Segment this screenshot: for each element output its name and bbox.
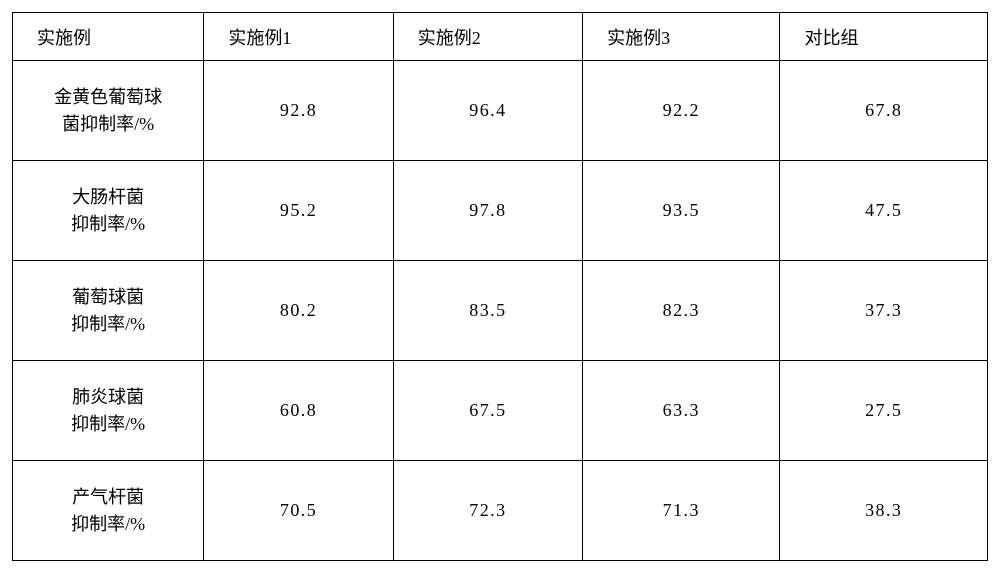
table-row: 产气杆菌抑制率/% 70.5 72.3 71.3 38.3 (13, 461, 988, 561)
table-row: 大肠杆菌抑制率/% 95.2 97.8 93.5 47.5 (13, 161, 988, 261)
cell-value: 67.5 (393, 361, 582, 461)
cell-value: 63.3 (583, 361, 780, 461)
cell-value-text: 67.8 (865, 100, 902, 121)
cell-value-text: 38.3 (865, 500, 902, 521)
cell-value-text: 83.5 (469, 300, 506, 321)
inhibition-rate-table: 实施例 实施例1 实施例2 实施例3 对比组 金黄色葡萄球菌抑制率/% 92.8 9… (12, 12, 988, 561)
row-label: 大肠杆菌抑制率/% (13, 161, 204, 261)
cell-value: 38.3 (780, 461, 988, 561)
cell-value-text: 93.5 (663, 200, 700, 221)
cell-value: 67.8 (780, 61, 988, 161)
cell-value-text: 67.5 (469, 400, 506, 421)
cell-value-text: 71.3 (663, 500, 700, 521)
cell-value: 37.3 (780, 261, 988, 361)
cell-value-text: 63.3 (663, 400, 700, 421)
row-label: 金黄色葡萄球菌抑制率/% (13, 61, 204, 161)
cell-value-text: 92.2 (663, 100, 700, 121)
row-label-line2: 抑制率/% (13, 311, 203, 337)
table-row: 金黄色葡萄球菌抑制率/% 92.8 96.4 92.2 67.8 (13, 61, 988, 161)
col-header-2: 实施例2 (393, 13, 582, 61)
cell-value-text: 97.8 (469, 200, 506, 221)
row-label-line2: 抑制率/% (13, 511, 203, 537)
row-label-line2: 抑制率/% (13, 411, 203, 437)
cell-value: 72.3 (393, 461, 582, 561)
cell-value-text: 37.3 (865, 300, 902, 321)
col-header-3: 实施例3 (583, 13, 780, 61)
col-header-0: 实施例 (13, 13, 204, 61)
cell-value: 82.3 (583, 261, 780, 361)
cell-value-text: 70.5 (280, 500, 317, 521)
row-label-line1: 产气杆菌 (13, 484, 203, 510)
cell-value-text: 80.2 (280, 300, 317, 321)
table-row: 肺炎球菌抑制率/% 60.8 67.5 63.3 27.5 (13, 361, 988, 461)
cell-value-text: 27.5 (865, 400, 902, 421)
cell-value-text: 72.3 (469, 500, 506, 521)
row-label: 肺炎球菌抑制率/% (13, 361, 204, 461)
cell-value-text: 92.8 (280, 100, 317, 121)
row-label-line1: 金黄色葡萄球 (13, 84, 203, 110)
row-label: 葡萄球菌抑制率/% (13, 261, 204, 361)
table-header-row: 实施例 实施例1 实施例2 实施例3 对比组 (13, 13, 988, 61)
row-label: 产气杆菌抑制率/% (13, 461, 204, 561)
table-row: 葡萄球菌抑制率/% 80.2 83.5 82.3 37.3 (13, 261, 988, 361)
row-label-line1: 葡萄球菌 (13, 284, 203, 310)
cell-value-text: 82.3 (663, 300, 700, 321)
cell-value: 80.2 (204, 261, 393, 361)
cell-value: 27.5 (780, 361, 988, 461)
cell-value: 95.2 (204, 161, 393, 261)
cell-value-text: 60.8 (280, 400, 317, 421)
cell-value: 83.5 (393, 261, 582, 361)
table-body: 金黄色葡萄球菌抑制率/%92.896.492.267.8大肠杆菌抑制率/%95.… (13, 61, 988, 561)
cell-value: 92.2 (583, 61, 780, 161)
cell-value: 93.5 (583, 161, 780, 261)
cell-value: 96.4 (393, 61, 582, 161)
cell-value-text: 95.2 (280, 200, 317, 221)
cell-value: 47.5 (780, 161, 988, 261)
cell-value-text: 96.4 (469, 100, 506, 121)
row-label-line1: 肺炎球菌 (13, 384, 203, 410)
row-label-line2: 抑制率/% (13, 211, 203, 237)
row-label-line2: 菌抑制率/% (13, 111, 203, 137)
cell-value: 71.3 (583, 461, 780, 561)
cell-value: 60.8 (204, 361, 393, 461)
col-header-1: 实施例1 (204, 13, 393, 61)
col-header-4: 对比组 (780, 13, 988, 61)
cell-value-text: 47.5 (865, 200, 902, 221)
cell-value: 92.8 (204, 61, 393, 161)
cell-value: 70.5 (204, 461, 393, 561)
row-label-line1: 大肠杆菌 (13, 184, 203, 210)
inhibition-rate-table-container: 实施例 实施例1 实施例2 实施例3 对比组 金黄色葡萄球菌抑制率/% 92.8 9… (12, 12, 988, 561)
cell-value: 97.8 (393, 161, 582, 261)
